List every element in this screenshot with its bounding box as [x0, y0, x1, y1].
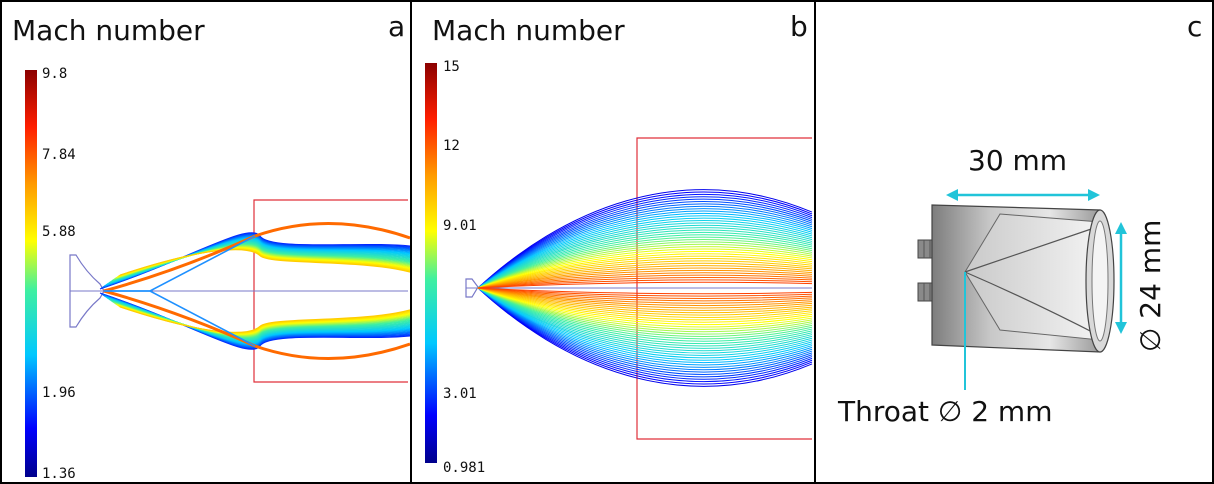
panel-b-contour-upper-33: [477, 267, 813, 289]
panel-b-colorbar-tick-3: 3.01: [443, 386, 477, 402]
panel-b-contour-lower-33: [477, 287, 813, 309]
panel-b-contour-lower-39: [477, 287, 813, 295]
panel-b-contour-upper-30: [477, 260, 813, 289]
panel-b-contour-lower-19: [477, 287, 813, 342]
dimension-length-arrow-right: [1088, 189, 1100, 201]
nozzle-cutaway: [964, 213, 1101, 341]
panel-b-contour-lower-18: [477, 287, 813, 344]
panel-b-contour-upper-16: [477, 227, 813, 289]
panel-b-contour-lower-28: [477, 287, 813, 321]
panel-b-contour-lower-26: [477, 287, 813, 326]
panel-a-contour-upper-33: [119, 249, 410, 276]
panel-b-contour-lower-15: [477, 287, 813, 352]
panel-b-contour-upper-26: [477, 250, 813, 289]
panel-b-nozzle-outline: [465, 278, 479, 298]
panel-b-colorbar-min: 0.981: [443, 460, 485, 476]
panel-a-plume: [99, 232, 410, 350]
panel-b-contour-lower-25: [477, 287, 813, 328]
panel-b-contour-lower-27: [477, 287, 813, 323]
panel-b-contour-upper-39: [477, 281, 813, 289]
panel-b-contour-lower-32: [477, 287, 813, 311]
dimension-throat: Throat ∅ 2 mm: [837, 272, 1052, 428]
panel-b-contour-lower-24: [477, 287, 813, 330]
panel-b-contour-lower-22: [477, 287, 813, 335]
panel-b-contour-upper-25: [477, 248, 813, 289]
panel-a-contour-lower-33: [119, 306, 410, 333]
dimension-diameter-arrow-bottom: [1115, 322, 1127, 334]
panel-a: Mach number a 9.8 7.84 5.88 1.96 1.36: [12, 10, 410, 482]
panel-b-contour-upper-35: [477, 272, 813, 289]
panel-b-letter: b: [790, 10, 808, 43]
panel-b-colorbar-tick-2: 9.01: [443, 218, 477, 234]
panel-b-contour-upper-34: [477, 269, 813, 289]
panel-a-colorbar-min: 1.36: [42, 466, 76, 482]
panel-b-contour-upper-37: [477, 277, 813, 289]
panel-b-contour-lower-34: [477, 287, 813, 307]
panel-b-contour-upper-36: [477, 274, 813, 289]
panel-a-letter: a: [388, 10, 405, 43]
panel-b-contour-upper-17: [477, 229, 813, 289]
dimension-length: 30 mm: [946, 144, 1100, 201]
panel-b-contour-upper-24: [477, 246, 813, 289]
panel-b-contour-upper-38: [477, 279, 813, 289]
panel-a-colorbar: 9.8 7.84 5.88 1.96 1.36: [25, 66, 76, 482]
panel-b-contour-upper-23: [477, 243, 813, 289]
panel-a-shear-layers: [103, 222, 410, 360]
dimension-throat-label: Throat ∅ 2 mm: [837, 395, 1052, 428]
panel-b-contour-lower-37: [477, 287, 813, 299]
panel-b-contour-lower-17: [477, 287, 813, 347]
nozzle-upper-wall: [964, 225, 1101, 273]
panel-b-colorbar: 15 12 9.01 3.01 0.981: [425, 59, 485, 476]
dimension-length-arrow-left: [946, 189, 958, 201]
panel-b-contour-upper-29: [477, 258, 813, 289]
panel-c-letter: c: [1187, 10, 1202, 43]
panel-b-contour-lower-16: [477, 287, 813, 349]
nozzle-exit-bore: [1091, 220, 1109, 342]
panel-b-contour-upper-28: [477, 255, 813, 289]
dimension-diameter-arrow-top: [1115, 222, 1127, 234]
panel-a-colorbar-tick-3: 1.96: [42, 385, 76, 401]
panel-b: Mach number b 15 12 9.01 3.01 0.981: [425, 10, 813, 476]
panel-a-colorbar-tick-2: 5.88: [42, 224, 76, 240]
panel-b-contour-lower-36: [477, 287, 813, 302]
panel-b-contour-lower-38: [477, 287, 813, 297]
panel-b-contour-lower-35: [477, 287, 813, 304]
panel-b-contour-upper-31: [477, 262, 813, 289]
panel-b-contour-lower-29: [477, 287, 813, 318]
panel-a-colorbar-tick-1: 7.84: [42, 147, 76, 163]
panel-b-flowfield: [465, 137, 813, 440]
panel-b-contour-upper-32: [477, 265, 813, 289]
dimension-diameter: ∅ 24 mm: [1115, 220, 1167, 352]
panel-c: c 30 mm: [837, 10, 1202, 428]
panel-a-shock-lower: [104, 290, 256, 347]
panel-b-plume: [477, 189, 813, 387]
panel-b-contour-upper-27: [477, 253, 813, 289]
dimension-diameter-label: ∅ 24 mm: [1134, 220, 1167, 352]
panel-a-colorbar-gradient: [25, 70, 37, 477]
panel-b-contour-upper-20: [477, 236, 813, 289]
nozzle-lower-wall: [964, 271, 1101, 337]
dimension-length-label: 30 mm: [968, 144, 1067, 177]
panel-b-contour-upper-15: [477, 224, 813, 289]
panel-a-flowfield: [69, 199, 410, 383]
panel-b-contour-lower-21: [477, 287, 813, 337]
panel-a-title: Mach number: [12, 14, 205, 47]
panel-b-contour-lower-31: [477, 287, 813, 314]
panel-b-contour-upper-18: [477, 232, 813, 289]
panel-b-colorbar-gradient: [425, 63, 437, 463]
panel-b-contour-lower-30: [477, 287, 813, 316]
panel-b-contour-upper-21: [477, 239, 813, 289]
panel-b-colorbar-tick-1: 12: [443, 138, 460, 154]
panel-b-contour-lower-20: [477, 287, 813, 340]
panel-b-title: Mach number: [432, 14, 625, 47]
panel-b-contour-lower-23: [477, 287, 813, 333]
nozzle-render: [917, 204, 1115, 353]
panel-b-contour-upper-19: [477, 234, 813, 289]
panel-b-contour-upper-22: [477, 241, 813, 289]
panel-a-colorbar-max: 9.8: [42, 66, 67, 82]
panel-b-colorbar-max: 15: [443, 59, 460, 75]
